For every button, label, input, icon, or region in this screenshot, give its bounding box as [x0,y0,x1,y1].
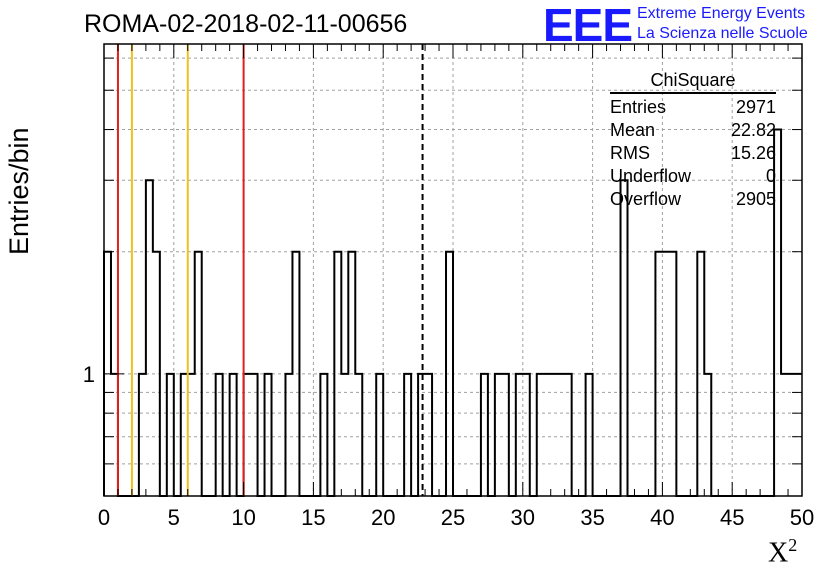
stats-label: Entries [610,97,667,117]
stats-value: 15.26 [730,143,776,163]
stats-row: Underflow 0 [610,165,776,188]
x-axis-label-sup: 2 [788,535,798,555]
stats-value: 0 [765,166,776,186]
x-tick-label: 50 [790,505,814,530]
x-tick-label: 5 [168,505,180,530]
x-tick-label: 45 [720,505,744,530]
y-axis-label: Entries/bin [4,127,34,255]
x-tick-label: 15 [301,505,325,530]
stats-label: Mean [610,120,656,140]
stats-row: Mean 22.82 [610,119,776,142]
x-tick-label: 20 [371,505,395,530]
stats-row: Entries 2971 [610,96,776,119]
stats-row: Overflow 2905 [610,188,776,211]
marker-lines [116,44,424,496]
eee-logo: EEE [543,0,633,51]
plot-title: ROMA-02-2018-02-11-00656 [84,10,408,38]
x-tick-label: 30 [511,505,535,530]
x-tick-label: 25 [441,505,465,530]
x-tick-label: 40 [650,505,674,530]
x-axis-label: X2 [768,535,797,569]
x-tick-label: 0 [98,505,110,530]
axis-ticks: 0 5 10 15 20 25 30 35 40 45 50 1 [83,44,814,530]
stats-box: ChiSquare Entries 2971 Mean 22.82 RMS 15.26… [610,70,776,211]
stats-label: Overflow [610,189,682,209]
stats-label: Underflow [610,166,692,186]
stats-box-name: ChiSquare [610,70,776,94]
x-tick-label: 35 [580,505,604,530]
logo-line-1: Extreme Energy Events [637,5,806,22]
stats-row: RMS 15.26 [610,142,776,165]
x-tick-label: 10 [231,505,255,530]
y-tick-label: 1 [83,362,95,387]
x-axis-label-base: X [768,537,789,569]
stats-value: 2905 [735,189,776,209]
stats-label: RMS [610,143,650,163]
stats-value: 22.82 [730,120,776,140]
logo-line-2: La Scienza nelle Scuole [637,25,808,42]
stats-value: 2971 [735,97,776,117]
